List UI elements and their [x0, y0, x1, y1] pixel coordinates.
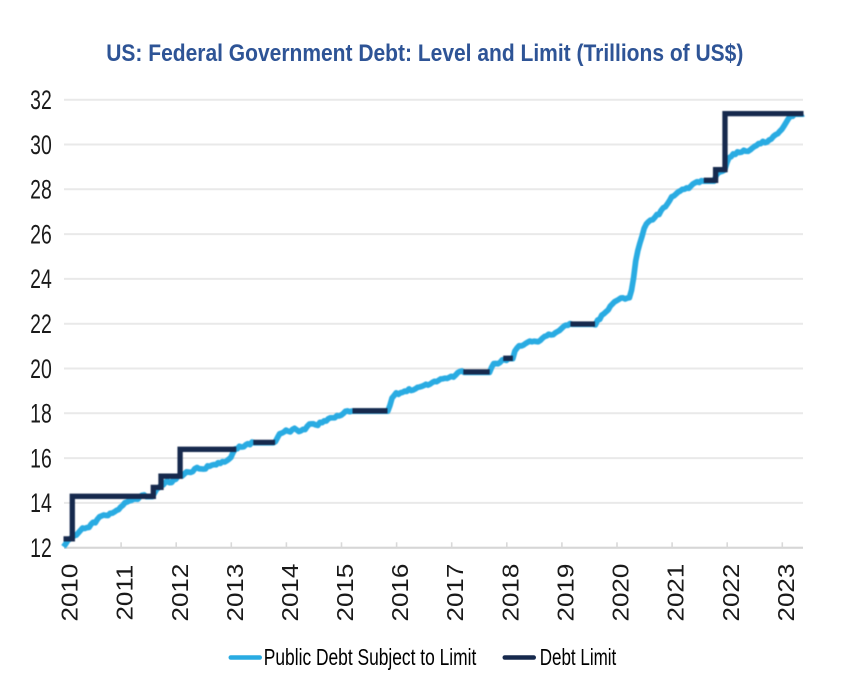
svg-text:Public Debt Subject to Limit: Public Debt Subject to Limit — [264, 646, 477, 671]
svg-text:22: 22 — [30, 309, 52, 339]
svg-text:14: 14 — [30, 488, 52, 518]
svg-text:18: 18 — [30, 398, 52, 428]
svg-text:2020: 2020 — [609, 564, 635, 622]
svg-text:2018: 2018 — [499, 564, 525, 622]
svg-text:24: 24 — [30, 264, 52, 294]
svg-text:26: 26 — [30, 219, 52, 249]
svg-text:2010: 2010 — [58, 564, 84, 622]
svg-text:20: 20 — [30, 354, 52, 384]
svg-text:16: 16 — [30, 443, 52, 473]
svg-text:2015: 2015 — [333, 564, 359, 622]
svg-text:2014: 2014 — [278, 563, 304, 621]
svg-text:2016: 2016 — [388, 564, 414, 622]
svg-text:2021: 2021 — [664, 564, 690, 622]
svg-text:2022: 2022 — [719, 564, 745, 622]
svg-text:2013: 2013 — [223, 564, 249, 622]
svg-text:28: 28 — [30, 174, 52, 204]
svg-text:30: 30 — [30, 130, 52, 160]
svg-text:2019: 2019 — [554, 564, 580, 622]
svg-text:2017: 2017 — [443, 564, 469, 622]
svg-text:Debt Limit: Debt Limit — [540, 645, 617, 670]
svg-text:2011: 2011 — [113, 565, 139, 621]
svg-text:32: 32 — [30, 85, 52, 115]
svg-text:2012: 2012 — [168, 564, 194, 622]
svg-text:2023: 2023 — [774, 564, 800, 622]
svg-text:12: 12 — [30, 533, 52, 563]
